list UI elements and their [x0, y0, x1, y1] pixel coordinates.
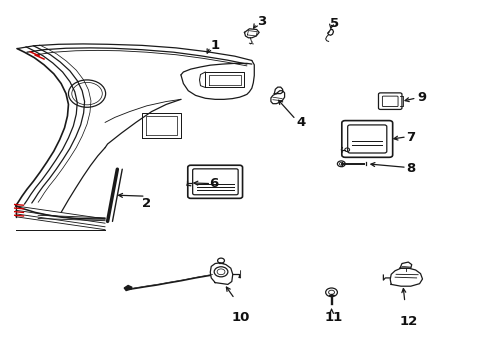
Polygon shape: [210, 263, 232, 284]
Polygon shape: [327, 30, 333, 35]
Text: 1: 1: [210, 39, 219, 51]
Text: 12: 12: [398, 315, 417, 328]
Text: 2: 2: [142, 197, 151, 210]
Text: 3: 3: [257, 15, 265, 28]
Polygon shape: [399, 262, 411, 268]
Text: 7: 7: [406, 131, 414, 144]
Text: 6: 6: [209, 177, 218, 190]
Polygon shape: [270, 91, 284, 104]
Text: 11: 11: [324, 311, 342, 324]
Text: 9: 9: [416, 91, 425, 104]
Polygon shape: [124, 285, 132, 291]
Text: 10: 10: [231, 311, 249, 324]
Polygon shape: [389, 268, 422, 286]
Text: 4: 4: [296, 116, 305, 129]
Text: 5: 5: [330, 17, 339, 30]
Polygon shape: [274, 87, 282, 94]
Text: 8: 8: [406, 162, 414, 175]
Polygon shape: [244, 29, 259, 38]
